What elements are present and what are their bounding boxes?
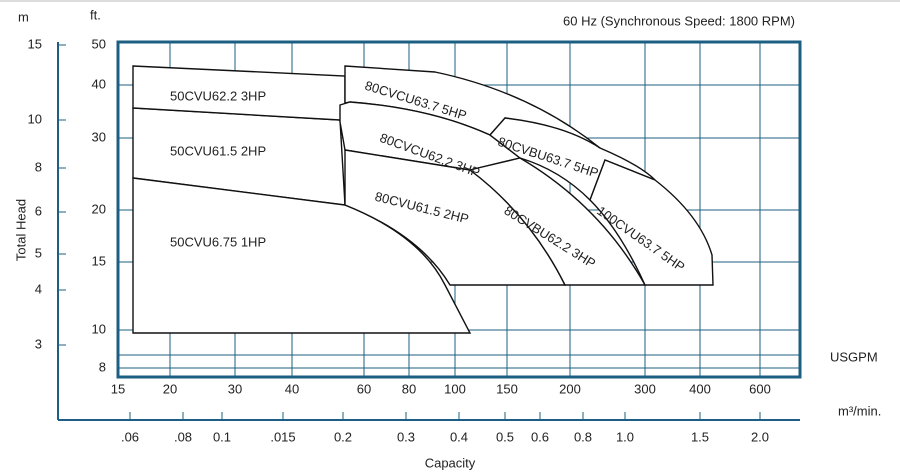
ft-tick-label: 10 (92, 321, 106, 336)
region (488, 117, 656, 202)
m3-tick-label: 0.6 (531, 429, 549, 444)
m3-tick-label: .06 (121, 429, 139, 444)
chart-title: 60 Hz (Synchronous Speed: 1800 RPM) (563, 13, 795, 28)
m3-tick-label: .015 (270, 429, 295, 444)
m3-tick-label: 0.5 (496, 429, 514, 444)
usgpm-tick-label: 300 (634, 381, 656, 396)
m3-tick-label: .08 (174, 429, 192, 444)
usgpm-tick-label: 100 (444, 381, 466, 396)
ft-tick-label: 20 (92, 201, 106, 216)
y-axis-label: Total Head (13, 199, 28, 261)
usgpm-tick-label: 600 (749, 381, 771, 396)
usgpm-tick-label: 200 (559, 381, 581, 396)
ft-tick-label: 8 (99, 359, 106, 374)
usgpm-tick-label: 60 (357, 381, 371, 396)
m3-tick-label: 2.0 (751, 429, 769, 444)
m3-tick-label: 0.3 (397, 429, 415, 444)
unit: ft. (90, 7, 101, 22)
ft-tick-label: 15 (92, 253, 106, 268)
region-label: 50CVU61.5 2HP (170, 143, 266, 158)
m-tick-label: 3 (35, 336, 42, 351)
plot-frame (116, 40, 802, 379)
region-label: 50CVU6.75 1HP (170, 234, 266, 249)
m3-tick-label: 0.1 (213, 429, 231, 444)
usgpm-tick-label: 150 (496, 381, 518, 396)
ft-tick-label: 50 (92, 36, 106, 51)
usgpm-tick-label: 20 (163, 381, 177, 396)
m-tick-label: 5 (35, 245, 42, 260)
m3-tick-label: 0.2 (334, 429, 352, 444)
region (589, 159, 714, 286)
region-label: 50CVU62.2 3HP (170, 88, 266, 103)
x-axis-label: Capacity (425, 455, 476, 470)
m-tick-label: 10 (28, 111, 42, 126)
m-tick-label: 8 (35, 159, 42, 174)
m3-tick-label: 0.8 (574, 429, 592, 444)
usgpm-tick-label: 400 (689, 381, 711, 396)
unit: m³/min. (838, 403, 881, 418)
usgpm-tick-label: 15 (111, 381, 125, 396)
usgpm-tick-label: 30 (228, 381, 242, 396)
usgpm-tick-label: 40 (285, 381, 299, 396)
m3-tick-label: 1.0 (616, 429, 634, 444)
usgpm-tick-label: 80 (402, 381, 416, 396)
m-tick-label: 15 (28, 36, 42, 51)
ft-tick-label: 30 (92, 129, 106, 144)
unit: m (18, 9, 29, 24)
m-tick-label: 4 (35, 281, 42, 296)
m3-tick-label: 1.5 (691, 429, 709, 444)
m3-tick-label: 0.4 (450, 429, 468, 444)
m-tick-label: 6 (35, 203, 42, 218)
unit: USGPM (830, 349, 878, 364)
ft-tick-label: 40 (92, 76, 106, 91)
